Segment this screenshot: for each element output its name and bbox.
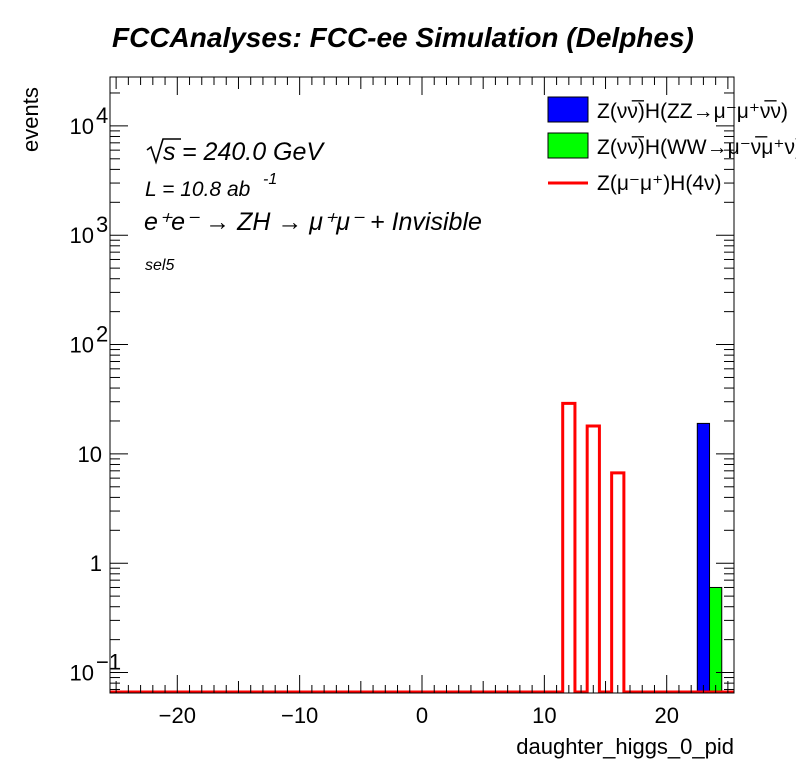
y-tick-label-exponent: 4 [96,103,108,128]
bar-series1-bin0 [709,586,723,694]
sqrt-symbol-icon [146,138,181,165]
y-tick-label: 10 [70,223,94,248]
y-tick-label-exponent: −1 [96,650,121,675]
annotation-selection: sel5 [145,257,174,274]
legend-label-zz: Z(νν̅)H(ZZ→μ⁻μ⁺ν̅ν) [597,100,788,123]
y-tick-label: 10 [70,114,94,139]
x-tick-label: −10 [281,703,318,728]
annotation-process: e⁺e⁻ → ZH → μ⁺μ⁻ + Invisible [144,208,482,236]
x-tick-label: 10 [532,703,556,728]
x-tick-label: 0 [416,703,428,728]
y-tick-label-exponent: 2 [96,322,108,347]
y-tick-label: 10 [70,333,94,358]
y-tick-label-exponent: 3 [96,212,108,237]
bar-series0-bin0 [696,422,711,694]
line-series-4nu [110,401,734,694]
x-axis-label: daughter_higgs_0_pid [516,734,734,759]
annotation-lumi-exp: -1 [263,171,277,188]
legend-label-4nu: Z(μ⁻μ⁺)H(4ν) [597,172,722,195]
line-hist-layer [110,401,734,694]
y-tick-label: 1 [90,551,102,576]
ticks-layer [110,77,734,693]
chart-title: FCCAnalyses: FCC-ee Simulation (Delphes) [112,22,694,53]
x-tick-label: −20 [159,703,196,728]
legend-swatch-ww [547,132,589,159]
y-tick-label: 10 [70,661,94,686]
y-tick-label: 10 [78,442,102,467]
annotation-sqrts: = 240.0 GeV [182,138,325,166]
bars-layer [696,422,723,694]
legend-swatch-zz [547,96,589,123]
x-tick-label: 20 [654,703,678,728]
legend: Z(νν̅)H(ZZ→μ⁻μ⁺ν̅ν) Z(νν̅)H(WW→μ⁻ν̅μ⁺ν) … [547,96,796,195]
annotation-lumi: L = 10.8 ab [145,178,251,201]
annotations: s = 240.0 GeV L = 10.8 ab -1 e⁺e⁻ → ZH →… [144,138,482,274]
y-axis-label: events [18,87,43,152]
legend-label-ww: Z(νν̅)H(WW→μ⁻ν̅μ⁺ν) [597,136,796,159]
annotation-sqrts-symbol: s [163,138,176,166]
